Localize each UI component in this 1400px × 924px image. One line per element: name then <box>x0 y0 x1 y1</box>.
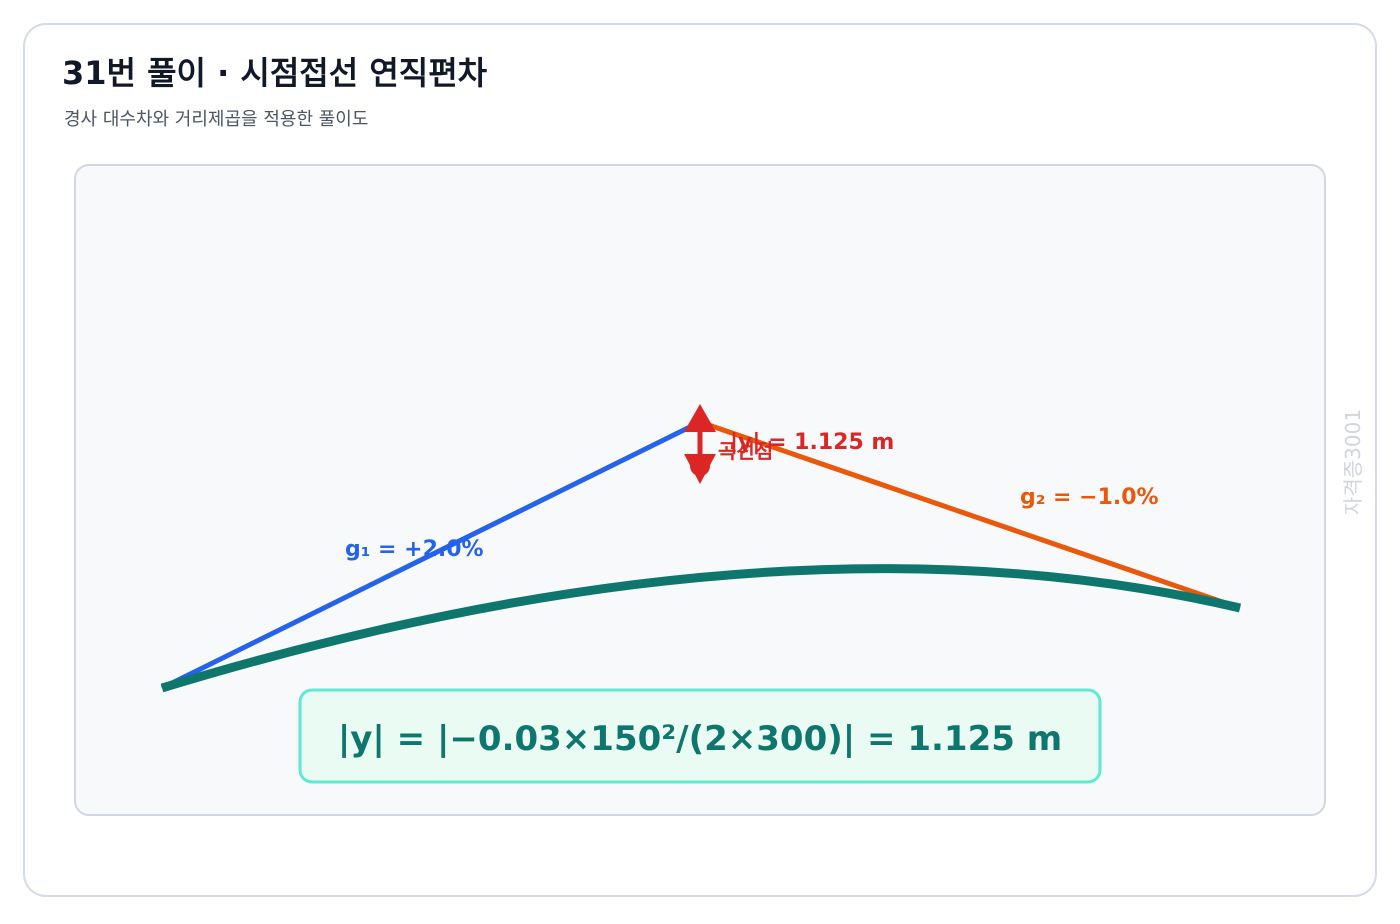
arrow-up <box>684 404 716 432</box>
grade1-label: g₁ = +2.0% <box>345 537 484 562</box>
offset-label: |y| = 1.125 m <box>730 430 894 455</box>
subtitle: 경사 대수차와 거리제곱을 적용한 풀이도 <box>64 109 368 130</box>
panel <box>74 164 1326 816</box>
title: 31번 풀이 · 시점접선 연직편차 <box>62 54 488 92</box>
formula: |y| = |−0.03×150²/(2×300)| = 1.125 m <box>338 719 1062 759</box>
tangent-1 <box>160 419 702 691</box>
tangent-2 <box>699 419 1241 611</box>
curve-point <box>690 456 710 476</box>
watermark: 자격증3001 <box>1341 409 1365 515</box>
point-label: 곡선점 <box>718 439 773 463</box>
curve <box>160 564 1242 693</box>
grade2-label: g₂ = −1.0% <box>1020 485 1159 510</box>
formula-box <box>298 688 1102 784</box>
